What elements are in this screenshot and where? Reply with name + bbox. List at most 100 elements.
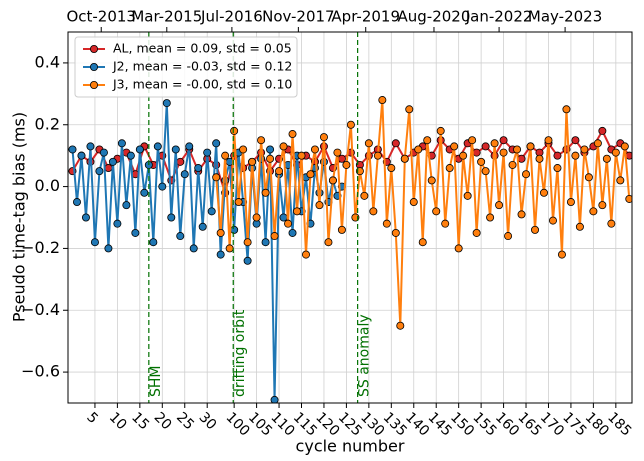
data-point <box>400 154 409 163</box>
data-point <box>104 164 113 173</box>
data-point <box>598 201 607 210</box>
data-point <box>602 154 611 163</box>
x-tick-label: 115 <box>290 409 320 439</box>
top-x-tick-label: May-2023 <box>528 8 602 26</box>
data-point <box>149 238 158 247</box>
data-point <box>86 142 95 151</box>
data-point <box>513 145 522 154</box>
data-point <box>562 105 571 114</box>
data-point <box>387 164 396 173</box>
data-point <box>441 219 450 228</box>
x-tick-label: 140 <box>402 409 432 439</box>
data-point <box>315 201 324 210</box>
data-point <box>194 164 203 173</box>
data-point <box>468 136 477 145</box>
x-tick-label: 125 <box>335 409 365 439</box>
data-point <box>333 148 342 157</box>
data-point <box>225 244 234 253</box>
data-point <box>423 136 432 145</box>
data-point <box>306 170 315 179</box>
data-point <box>99 148 108 157</box>
data-point <box>378 96 387 105</box>
event-label: drifting orbit <box>232 309 248 397</box>
data-point <box>108 157 117 166</box>
data-point <box>81 213 90 222</box>
data-point <box>620 142 629 151</box>
data-point <box>158 182 167 191</box>
plot-frame <box>67 31 633 404</box>
data-point <box>140 188 149 197</box>
data-point <box>342 160 351 169</box>
data-point <box>566 198 575 207</box>
top-x-tick-label: Apr-2019 <box>331 8 400 26</box>
data-point <box>77 151 86 160</box>
data-point <box>414 145 423 154</box>
data-point <box>180 170 189 179</box>
data-point <box>499 148 508 157</box>
x-tick-label: 130 <box>357 409 387 439</box>
data-point <box>575 222 584 231</box>
data-point <box>230 126 239 135</box>
top-x-tick-label: Mar-2015 <box>131 8 202 26</box>
data-point <box>266 145 275 154</box>
data-point <box>553 164 562 173</box>
data-point <box>167 213 176 222</box>
data-point <box>405 105 414 114</box>
x-tick-label: 135 <box>380 409 410 439</box>
data-point <box>517 210 526 219</box>
data-point <box>153 142 162 151</box>
data-point <box>261 238 270 247</box>
data-point <box>584 173 593 182</box>
top-x-tick-label: Nov-2017 <box>262 8 334 26</box>
data-point <box>279 142 288 151</box>
data-point <box>189 244 198 253</box>
data-point <box>185 142 194 151</box>
data-point <box>432 207 441 216</box>
data-point <box>391 228 400 237</box>
data-point <box>580 145 589 154</box>
data-point <box>535 154 544 163</box>
data-point <box>297 151 306 160</box>
x-tick-label: 160 <box>492 409 522 439</box>
x-tick-label: 155 <box>469 409 499 439</box>
data-point <box>126 151 135 160</box>
data-point <box>472 148 481 157</box>
x-tick-label: 165 <box>514 409 544 439</box>
data-point <box>522 170 531 179</box>
data-point <box>275 167 284 176</box>
data-point <box>319 133 328 142</box>
data-point <box>445 164 454 173</box>
y-tick-label: 0.0 <box>35 176 60 195</box>
data-point <box>301 250 310 259</box>
data-point <box>284 219 293 228</box>
data-point <box>481 142 490 151</box>
data-point <box>607 219 616 228</box>
data-point <box>221 151 230 160</box>
data-point <box>553 151 562 160</box>
data-point <box>122 201 131 210</box>
data-point <box>360 191 369 200</box>
data-point <box>162 99 171 108</box>
data-point <box>486 213 495 222</box>
x-axis-label: cycle number <box>296 437 405 456</box>
data-point <box>391 139 400 148</box>
data-point <box>328 176 337 185</box>
data-point <box>616 176 625 185</box>
data-point <box>369 207 378 216</box>
data-point <box>571 136 580 145</box>
legend-marker <box>90 63 99 72</box>
data-point <box>248 157 257 166</box>
data-point <box>239 145 248 154</box>
data-point <box>450 142 459 151</box>
data-point <box>557 250 566 259</box>
data-point <box>454 244 463 253</box>
y-tick-label: 0.2 <box>35 114 60 133</box>
data-point <box>463 191 472 200</box>
data-point <box>548 216 557 225</box>
data-point <box>203 148 212 157</box>
data-point <box>310 145 319 154</box>
data-point <box>472 228 481 237</box>
data-point <box>517 154 526 163</box>
data-point <box>243 238 252 247</box>
data-point <box>176 157 185 166</box>
